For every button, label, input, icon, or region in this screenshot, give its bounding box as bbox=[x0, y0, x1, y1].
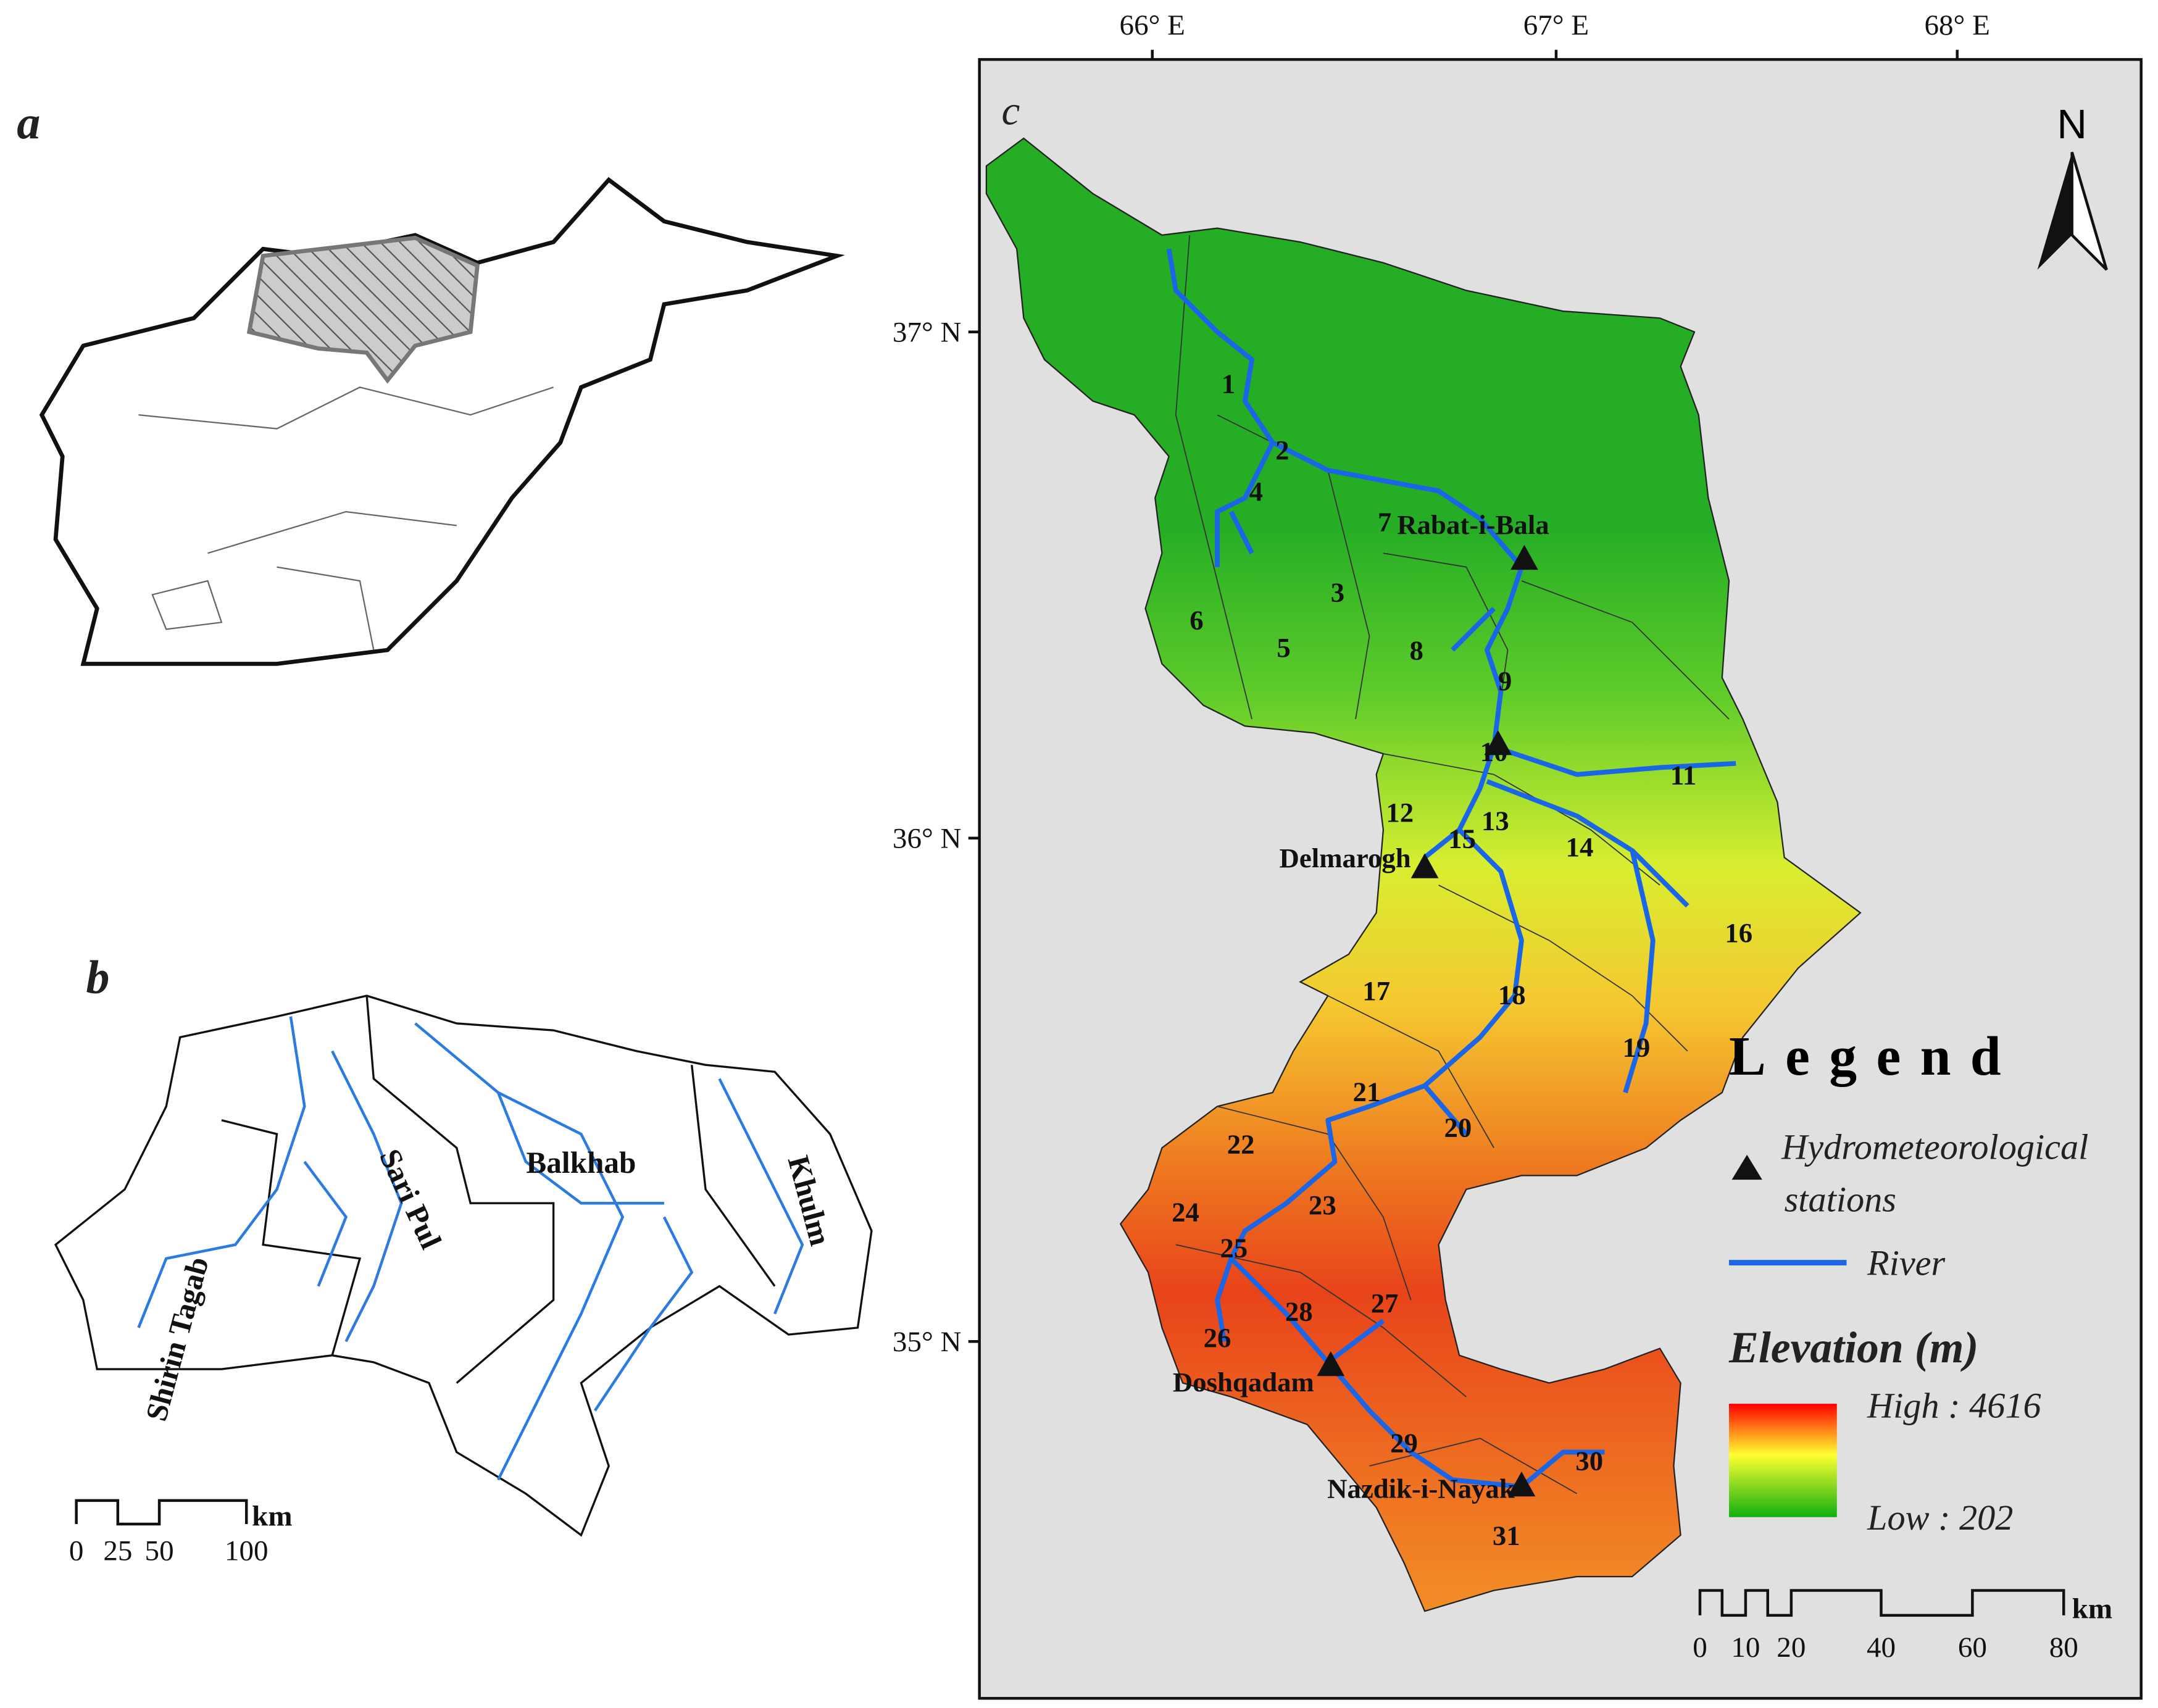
subbasin-label: 19 bbox=[1623, 1032, 1651, 1063]
subbasin-label: 23 bbox=[1309, 1189, 1336, 1220]
lon-label: 68° E bbox=[1925, 9, 1990, 41]
scale-label: 40 bbox=[1867, 1631, 1896, 1664]
scale-label: 100 bbox=[225, 1535, 269, 1567]
subbasin-label: 26 bbox=[1204, 1322, 1231, 1353]
legend-low: Low : 202 bbox=[1867, 1498, 2013, 1538]
subbasin-label: 12 bbox=[1386, 797, 1414, 828]
subbasin-label: 22 bbox=[1227, 1129, 1255, 1160]
rivers bbox=[1166, 248, 1736, 1489]
north-arrow-dark bbox=[2037, 152, 2072, 270]
subbasin-label: 14 bbox=[1566, 831, 1594, 862]
station-marker bbox=[1410, 853, 1439, 878]
subbasin-label: 31 bbox=[1493, 1520, 1520, 1551]
subbasin-label: 5 bbox=[1277, 632, 1290, 663]
river-network bbox=[137, 1016, 804, 1481]
scale-bar bbox=[75, 1499, 248, 1526]
scale-bar bbox=[1698, 1589, 2065, 1617]
study-area bbox=[246, 235, 480, 384]
subbasin-label: 21 bbox=[1353, 1076, 1381, 1107]
legend-river: River bbox=[1867, 1243, 1945, 1283]
scale-label: 0 bbox=[1693, 1631, 1707, 1664]
legend-station-symbol bbox=[1731, 1154, 1762, 1180]
scale-unit: km bbox=[252, 1500, 292, 1532]
subbasin-label: 15 bbox=[1448, 823, 1476, 854]
station-name: Delmarogh bbox=[1280, 843, 1411, 873]
scale-label: 25 bbox=[103, 1535, 132, 1567]
subbasin-label: 7 bbox=[1378, 506, 1391, 537]
panel-label: b bbox=[86, 952, 109, 1004]
subbasin-label: 9 bbox=[1498, 665, 1512, 696]
subbasin-label: 1 bbox=[1222, 368, 1235, 399]
lat-label: 35° N bbox=[893, 1326, 962, 1358]
subbasin-label: 16 bbox=[1725, 917, 1752, 948]
subbasin-label: 13 bbox=[1481, 805, 1509, 836]
station-marker bbox=[1484, 730, 1512, 756]
station-marker bbox=[1507, 1471, 1536, 1497]
subbasin-label: 20 bbox=[1444, 1112, 1472, 1143]
subbasin-label: 4 bbox=[1249, 476, 1263, 507]
legend-station: Hydrometeorological stations bbox=[1781, 1127, 2088, 1220]
scale-unit: km bbox=[2072, 1593, 2112, 1625]
subbasin-label: 8 bbox=[1409, 635, 1423, 666]
scale-label: 10 bbox=[1731, 1631, 1760, 1664]
basins-outline bbox=[54, 994, 873, 1537]
subbasin-label: 2 bbox=[1275, 435, 1289, 465]
subbasin-label: 11 bbox=[1670, 759, 1696, 790]
station-name: Nazdik-i-Nayak bbox=[1327, 1473, 1515, 1504]
station-name: Doshqadam bbox=[1173, 1367, 1314, 1398]
north-arrow-light bbox=[2070, 151, 2108, 271]
station-name: Rabat-i-Bala bbox=[1397, 509, 1549, 540]
subbasin-label: 29 bbox=[1390, 1428, 1418, 1459]
legend-elevation: Elevation (m) bbox=[1728, 1323, 1978, 1372]
subbasin-label: 18 bbox=[1498, 980, 1526, 1010]
scale-label: 60 bbox=[1958, 1631, 1987, 1664]
subbasin-label: 28 bbox=[1285, 1296, 1313, 1327]
subbasin-label: 25 bbox=[1220, 1233, 1248, 1264]
panel-label: a bbox=[17, 97, 40, 149]
scale-label: 20 bbox=[1777, 1631, 1806, 1664]
province-lines bbox=[138, 386, 554, 651]
scale-label: 0 bbox=[69, 1535, 84, 1567]
lon-label: 67° E bbox=[1523, 9, 1589, 41]
lat-label: 36° N bbox=[893, 822, 962, 854]
lat-label: 37° N bbox=[893, 316, 962, 348]
scale-label: 50 bbox=[145, 1535, 174, 1567]
subbasin-label: 17 bbox=[1362, 975, 1390, 1006]
subbasin-label: 3 bbox=[1331, 577, 1344, 608]
subbasin-label: 30 bbox=[1575, 1446, 1603, 1477]
legend-high: High : 4616 bbox=[1867, 1385, 2041, 1425]
subbasin-label: 27 bbox=[1371, 1288, 1399, 1318]
panel-label: c bbox=[1002, 88, 1020, 134]
scale-label: 80 bbox=[2049, 1631, 2078, 1664]
station-marker bbox=[1317, 1351, 1345, 1377]
lon-label: 66° E bbox=[1120, 9, 1185, 41]
subbasin-label: 24 bbox=[1172, 1196, 1199, 1227]
north-label: N bbox=[2057, 101, 2087, 148]
station-marker bbox=[1510, 544, 1538, 570]
subbasin-label: 6 bbox=[1189, 604, 1203, 635]
legend-title: Legend bbox=[1729, 1026, 2020, 1087]
basin-divides bbox=[221, 996, 776, 1384]
legend-ramp bbox=[1729, 1404, 1837, 1517]
basin-name: Balkhab bbox=[526, 1146, 636, 1180]
